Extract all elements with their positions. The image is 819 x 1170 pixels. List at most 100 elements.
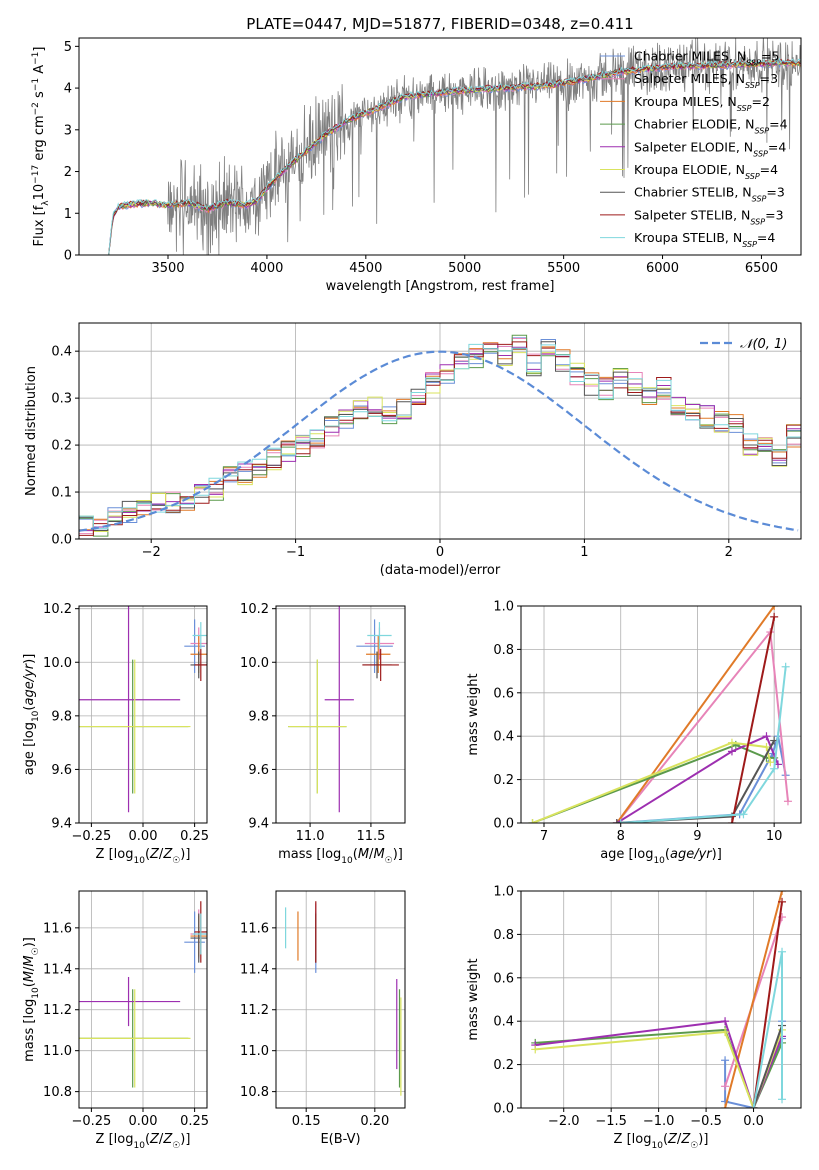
y-tick-label: 10.0 — [240, 656, 269, 671]
mass-weight-series-line — [731, 616, 776, 823]
y-tick-label: 0.8 — [493, 643, 514, 658]
y-tick-label: 11.6 — [240, 921, 269, 936]
x-tick-label: 0.00 — [129, 829, 158, 844]
y-tick-label: 9.8 — [248, 709, 269, 724]
mass-weight-marker — [721, 1104, 730, 1108]
mass-weight-series-line — [616, 606, 776, 823]
x-tick-label: 0.15 — [292, 1114, 321, 1129]
model-spectrum-line — [108, 57, 801, 255]
y-tick-label: 10.2 — [240, 602, 269, 617]
legend-entry: Salpeter STELIB, NSSP=3 — [634, 207, 784, 226]
grid-lines — [79, 606, 207, 824]
x-axis-label: mass [log10(M/M☉)] — [278, 847, 403, 866]
x-tick-label: 2 — [725, 545, 733, 560]
x-tick-label: 3500 — [151, 261, 184, 276]
histogram-series-step — [79, 334, 801, 539]
mass-weight-series-line — [752, 1025, 783, 1108]
mass-weight-series-line — [532, 743, 775, 823]
y-tick-label: 0.0 — [493, 817, 514, 832]
x-tick-label: 6500 — [745, 261, 778, 276]
x-tick-label: 0.25 — [180, 829, 209, 844]
grid-lines — [79, 891, 207, 1108]
x-tick-label: 11.5 — [356, 829, 385, 844]
spectrum-legend: Chabrier MILES, NSSP=5 Salpeter MILES, NS… — [600, 49, 788, 249]
x-tick-label: −0.5 — [690, 1114, 722, 1129]
axes-frame — [275, 605, 406, 824]
mass-weight-marker — [762, 743, 771, 752]
axes-frame — [520, 605, 802, 824]
plot-area — [79, 901, 207, 1088]
error-bar-point — [366, 635, 391, 673]
normal-distribution-curve — [79, 350, 799, 532]
mass-weight-marker — [749, 1104, 758, 1108]
x-tick-label: 0 — [436, 545, 444, 560]
legend-entry: Chabrier MILES, NSSP=5 — [634, 49, 779, 68]
legend-entry: Salpeter MILES, NSSP=3 — [634, 71, 778, 90]
x-tick-label: −1.5 — [595, 1114, 627, 1129]
mass-vs-metallicity-panel: −0.25 0.00 0.25 10.8 11.0 11.2 11.4 11.6 Z [log1… — [22, 890, 209, 1151]
y-tick-label: 0.6 — [493, 971, 514, 986]
y-tick-label: 0.8 — [493, 928, 514, 943]
y-tick-label: 0.2 — [51, 439, 72, 454]
x-tick-label: 5000 — [448, 261, 481, 276]
mass-weight-marker — [770, 612, 779, 621]
plot-area — [79, 334, 801, 539]
x-tick-label: 0.00 — [129, 1114, 158, 1129]
plot-area — [531, 891, 787, 1108]
mass-vs-extinction-panel: 0.15 0.20 10.8 11.0 11.2 11.4 11.6 E(B-V) — [240, 890, 406, 1147]
x-tick-label: 10 — [766, 829, 783, 844]
mass-weight-marker — [766, 758, 775, 767]
mass-weight-marker — [739, 810, 748, 819]
legend-entry: Salpeter ELODIE, NSSP=4 — [634, 139, 786, 158]
weight-vs-metallicity-panel: −2.0 −1.5 −1.0 −0.5 0.0 0.0 0.2 0.4 0.6 0.8 1.0 Z [… — [466, 885, 802, 1151]
y-tick-label: 11.2 — [240, 1003, 269, 1018]
error-bar-point — [288, 659, 347, 794]
y-tick-label: 10.0 — [43, 656, 72, 671]
mass-weight-marker — [721, 1028, 730, 1037]
y-tick-label: 11.2 — [43, 1003, 72, 1018]
mass-weight-marker — [770, 606, 779, 610]
x-tick-label: −1 — [286, 545, 305, 560]
age-vs-metallicity-panel: −0.25 0.00 0.25 9.4 9.6 9.8 10.0 10.2 Z [log10(Z… — [22, 602, 209, 866]
age-vs-mass-panel: 11.0 11.5 9.4 9.6 9.8 10.0 10.2 mass [log10(M/M… — [240, 602, 406, 866]
mass-weight-marker — [727, 738, 736, 747]
error-bar-point — [367, 622, 392, 649]
axes-frame — [520, 890, 802, 1109]
error-bar-point — [192, 913, 207, 955]
y-tick-label: 5 — [64, 40, 72, 55]
x-tick-label: −2.0 — [548, 1114, 580, 1129]
x-tick-label: 4000 — [250, 261, 283, 276]
grid-lines — [79, 323, 801, 540]
x-tick-label: 11.0 — [296, 829, 325, 844]
mass-weight-series-line — [616, 734, 779, 823]
mass-weight-series-line — [620, 666, 787, 823]
x-axis-label: E(B-V) — [320, 1132, 360, 1147]
residual-histogram-panel: −2 −1 0 1 2 0.0 0.1 0.2 0.3 0.4 𝒩(0, 1) (data-model… — [24, 322, 802, 578]
histogram-series-step — [79, 341, 801, 539]
y-tick-label: 0.0 — [493, 1102, 514, 1117]
mass-weight-series-line — [532, 741, 772, 823]
legend-entry: Kroupa MILES, NSSP=2 — [634, 94, 770, 113]
mass-weight-marker — [612, 819, 621, 823]
x-tick-label: −2 — [142, 545, 161, 560]
y-tick-label: 1 — [64, 207, 72, 222]
mass-weight-series-line — [724, 891, 783, 1108]
mass-weight-series-line — [616, 629, 789, 823]
y-tick-label: 11.0 — [43, 1044, 72, 1059]
axes-frame — [78, 37, 802, 256]
legend-entry: Chabrier ELODIE, NSSP=4 — [634, 117, 788, 136]
error-bar-point — [192, 622, 207, 649]
error-bar-point — [184, 619, 205, 673]
mass-weight-marker — [616, 819, 625, 823]
error-bar-point — [79, 989, 191, 1088]
y-axis-label: mass [log10(M/M☉)] — [22, 937, 41, 1062]
legend-entry: 𝒩(0, 1) — [740, 337, 787, 352]
mass-weight-marker — [721, 1017, 730, 1026]
grid-lines — [276, 891, 405, 1108]
y-tick-label: 0.4 — [493, 730, 514, 745]
x-tick-label: 7 — [540, 829, 548, 844]
y-tick-label: 9.6 — [248, 763, 269, 778]
x-tick-label: −1.0 — [643, 1114, 675, 1129]
x-axis-label: wavelength [Angstrom, rest frame] — [326, 279, 555, 294]
y-tick-label: 0.2 — [493, 1058, 514, 1073]
